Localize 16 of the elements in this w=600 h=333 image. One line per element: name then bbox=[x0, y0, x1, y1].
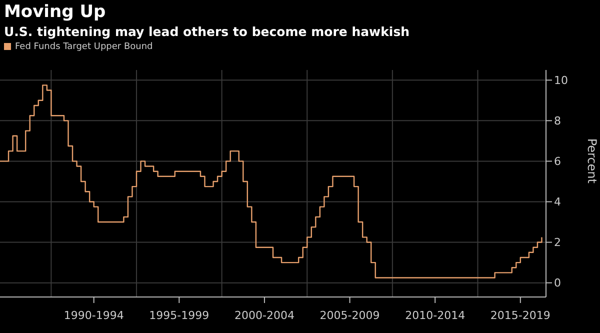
y-tick-label: 4 bbox=[554, 196, 561, 209]
y-axis-title: Percent bbox=[584, 138, 599, 184]
y-tick-label: 8 bbox=[554, 114, 561, 128]
x-tick-label: 2005-2009 bbox=[320, 308, 380, 322]
x-tick-label: 1990-1994 bbox=[64, 308, 124, 322]
y-tick-label: 6 bbox=[554, 155, 561, 168]
chart-subtitle: U.S. tightening may lead others to become more hawkish bbox=[4, 24, 410, 39]
x-tick-label: 1995-1999 bbox=[149, 308, 210, 322]
legend-label: Fed Funds Target Upper Bound bbox=[15, 42, 153, 52]
chart-title: Moving Up bbox=[4, 2, 106, 22]
y-tick-label: 10 bbox=[554, 74, 568, 88]
x-tick-label: 2010-2014 bbox=[405, 308, 466, 322]
x-tick-label: 2000-2004 bbox=[234, 308, 294, 322]
x-tick-label: 2015-2019 bbox=[490, 308, 550, 322]
y-tick-label: 2 bbox=[554, 236, 561, 250]
y-tick-label: 0 bbox=[554, 276, 561, 290]
